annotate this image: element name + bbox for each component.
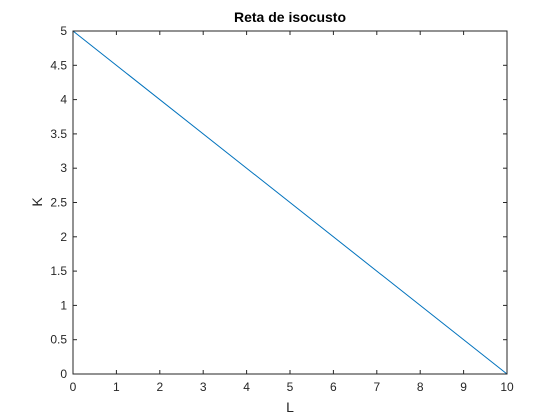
x-tick-label: 5 (287, 380, 294, 394)
x-tick-label: 8 (417, 380, 424, 394)
x-tick-label: 1 (113, 380, 120, 394)
y-tick-label: 1 (60, 298, 67, 312)
x-tick-label: 6 (330, 380, 337, 394)
y-tick-label: 3 (60, 161, 67, 175)
y-tick-label: 1.5 (50, 264, 67, 278)
x-tick-labels: 0 1 2 3 4 5 6 7 8 9 10 (70, 380, 514, 394)
y-tick-label: 0.5 (50, 333, 67, 347)
x-tick-label: 2 (156, 380, 163, 394)
y-axis-label: K (29, 197, 45, 207)
y-tick-label: 4 (60, 93, 67, 107)
y-tick-label: 3.5 (50, 127, 67, 141)
series-line (72, 30, 508, 375)
y-tick-label: 5 (60, 24, 67, 38)
y-tick-label: 2 (60, 230, 67, 244)
x-axis-label: L (286, 399, 294, 415)
axes-box (72, 30, 508, 375)
x-tick-label: 7 (373, 380, 380, 394)
y-tick-label: 2.5 (50, 196, 67, 210)
y-tick-label: 4.5 (50, 58, 67, 72)
y-tick-label: 0 (60, 367, 67, 381)
series-layer (72, 30, 508, 375)
x-tick-label: 3 (200, 380, 207, 394)
x-tick-label: 10 (500, 380, 514, 394)
x-tick-label: 9 (460, 380, 467, 394)
x-tick-label: 4 (243, 380, 250, 394)
y-tick-labels: 0 0.5 1 1.5 2 2.5 3 3.5 4 4.5 5 (50, 24, 67, 381)
chart-title: Reta de isocusto (234, 9, 346, 25)
x-tick-label: 0 (70, 380, 77, 394)
